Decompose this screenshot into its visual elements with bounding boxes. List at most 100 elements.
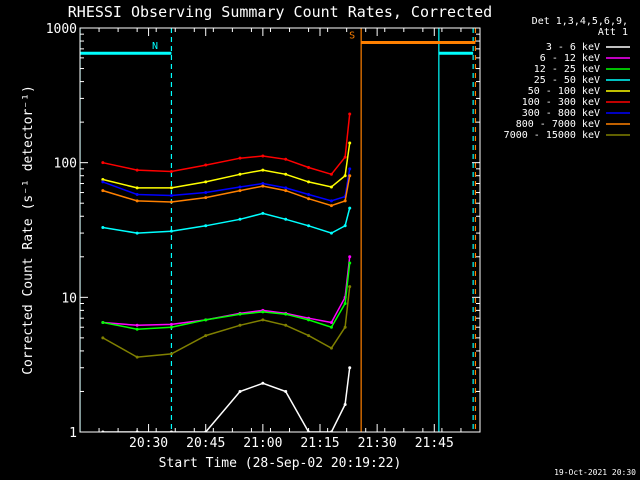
- legend-label: 800 - 7000 keV: [516, 119, 600, 130]
- series-point: [343, 155, 347, 159]
- series-point: [329, 204, 333, 208]
- series-point: [348, 112, 352, 116]
- series-point: [135, 168, 139, 172]
- legend-label: 25 - 50 keV: [534, 75, 600, 86]
- series-point: [329, 231, 333, 235]
- x-tick-label: 21:00: [243, 436, 282, 451]
- legend-header-line: Det 1,3,4,5,6,9,: [532, 16, 628, 27]
- series-point: [169, 186, 173, 190]
- series-point: [348, 174, 352, 178]
- series-point: [329, 172, 333, 176]
- series-point: [238, 172, 242, 176]
- series-point: [261, 211, 265, 215]
- series-point: [261, 184, 265, 188]
- legend-label: 3 - 6 keV: [546, 42, 600, 53]
- series-line: [102, 142, 351, 189]
- series-point: [169, 352, 173, 356]
- series-point: [343, 174, 347, 178]
- series-point: [101, 189, 105, 193]
- series-point: [329, 199, 333, 203]
- series-point: [307, 193, 311, 197]
- series-point: [343, 199, 347, 203]
- legend-label: 12 - 25 keV: [534, 64, 600, 75]
- y-tick-label: 1000: [46, 22, 77, 37]
- series-point: [169, 322, 173, 326]
- y-tick-label: 100: [54, 157, 77, 172]
- series-point: [329, 185, 333, 189]
- series-point: [343, 403, 347, 407]
- flag-label: N: [152, 41, 158, 52]
- series-point: [169, 325, 173, 329]
- series-point: [348, 206, 352, 210]
- y-tick-label: 10: [61, 291, 77, 306]
- series-point: [238, 217, 242, 221]
- series-point: [284, 312, 288, 316]
- series-point: [135, 199, 139, 203]
- series-point: [101, 180, 105, 184]
- series-point: [284, 389, 288, 393]
- series-point: [238, 156, 242, 160]
- series-point: [261, 381, 265, 385]
- series-point: [204, 224, 208, 228]
- plot-area: NS: [80, 28, 477, 432]
- data-layer: NS: [80, 28, 477, 432]
- series-point: [238, 189, 242, 193]
- series-point: [284, 186, 288, 190]
- series-point: [284, 189, 288, 193]
- series-point: [135, 323, 139, 327]
- series-point: [204, 191, 208, 195]
- x-tick-label: 20:45: [186, 436, 225, 451]
- series-point: [307, 224, 311, 228]
- series-point: [261, 168, 265, 172]
- legend-label: 300 - 800 keV: [522, 108, 600, 119]
- series-point: [261, 154, 265, 158]
- series-point: [204, 334, 208, 338]
- series-point: [284, 323, 288, 327]
- series-point: [307, 334, 311, 338]
- series-line: [102, 367, 351, 432]
- series-point: [238, 389, 242, 393]
- series-point: [261, 310, 265, 314]
- series-point: [204, 196, 208, 200]
- series-point: [343, 325, 347, 329]
- y-tick-label: 1: [69, 426, 77, 441]
- chart-title: RHESSI Observing Summary Count Rates, Co…: [68, 3, 492, 21]
- series-point: [238, 185, 242, 189]
- x-tick-label: 20:30: [129, 436, 168, 451]
- series-point: [101, 161, 105, 165]
- series-line: [102, 207, 351, 234]
- series-line: [102, 175, 351, 207]
- series-point: [135, 231, 139, 235]
- legend-label: 6 - 12 keV: [540, 53, 600, 64]
- series-point: [261, 182, 265, 186]
- series-point: [204, 180, 208, 184]
- series-point: [329, 325, 333, 329]
- series-point: [135, 355, 139, 359]
- series-point: [284, 157, 288, 161]
- series-point: [204, 318, 208, 322]
- series-point: [348, 255, 352, 259]
- y-axis-label: Corrected Count Rate (s⁻¹ detector⁻¹): [21, 85, 36, 375]
- series-point: [135, 193, 139, 197]
- axes-layer: 20:30 20:45 21:00 21:15 21:30 21:45 1 10 100 1000: [46, 22, 481, 451]
- series-point: [307, 166, 311, 170]
- legend-label: 100 - 300 keV: [522, 97, 600, 108]
- series-line: [102, 168, 351, 202]
- series-point: [348, 285, 352, 289]
- series-point: [238, 312, 242, 316]
- series-point: [348, 167, 352, 171]
- legend-label: 7000 - 15000 keV: [504, 130, 600, 141]
- series-point: [329, 321, 333, 325]
- flag-label: S: [349, 31, 355, 42]
- series-point: [101, 321, 105, 325]
- series-point: [169, 194, 173, 198]
- series-point: [343, 224, 347, 228]
- series-point: [284, 172, 288, 176]
- series-point: [135, 186, 139, 190]
- x-tick-label: 21:30: [358, 436, 397, 451]
- series-point: [238, 323, 242, 327]
- series-point: [348, 141, 352, 145]
- series-point: [135, 327, 139, 331]
- series-point: [101, 226, 105, 230]
